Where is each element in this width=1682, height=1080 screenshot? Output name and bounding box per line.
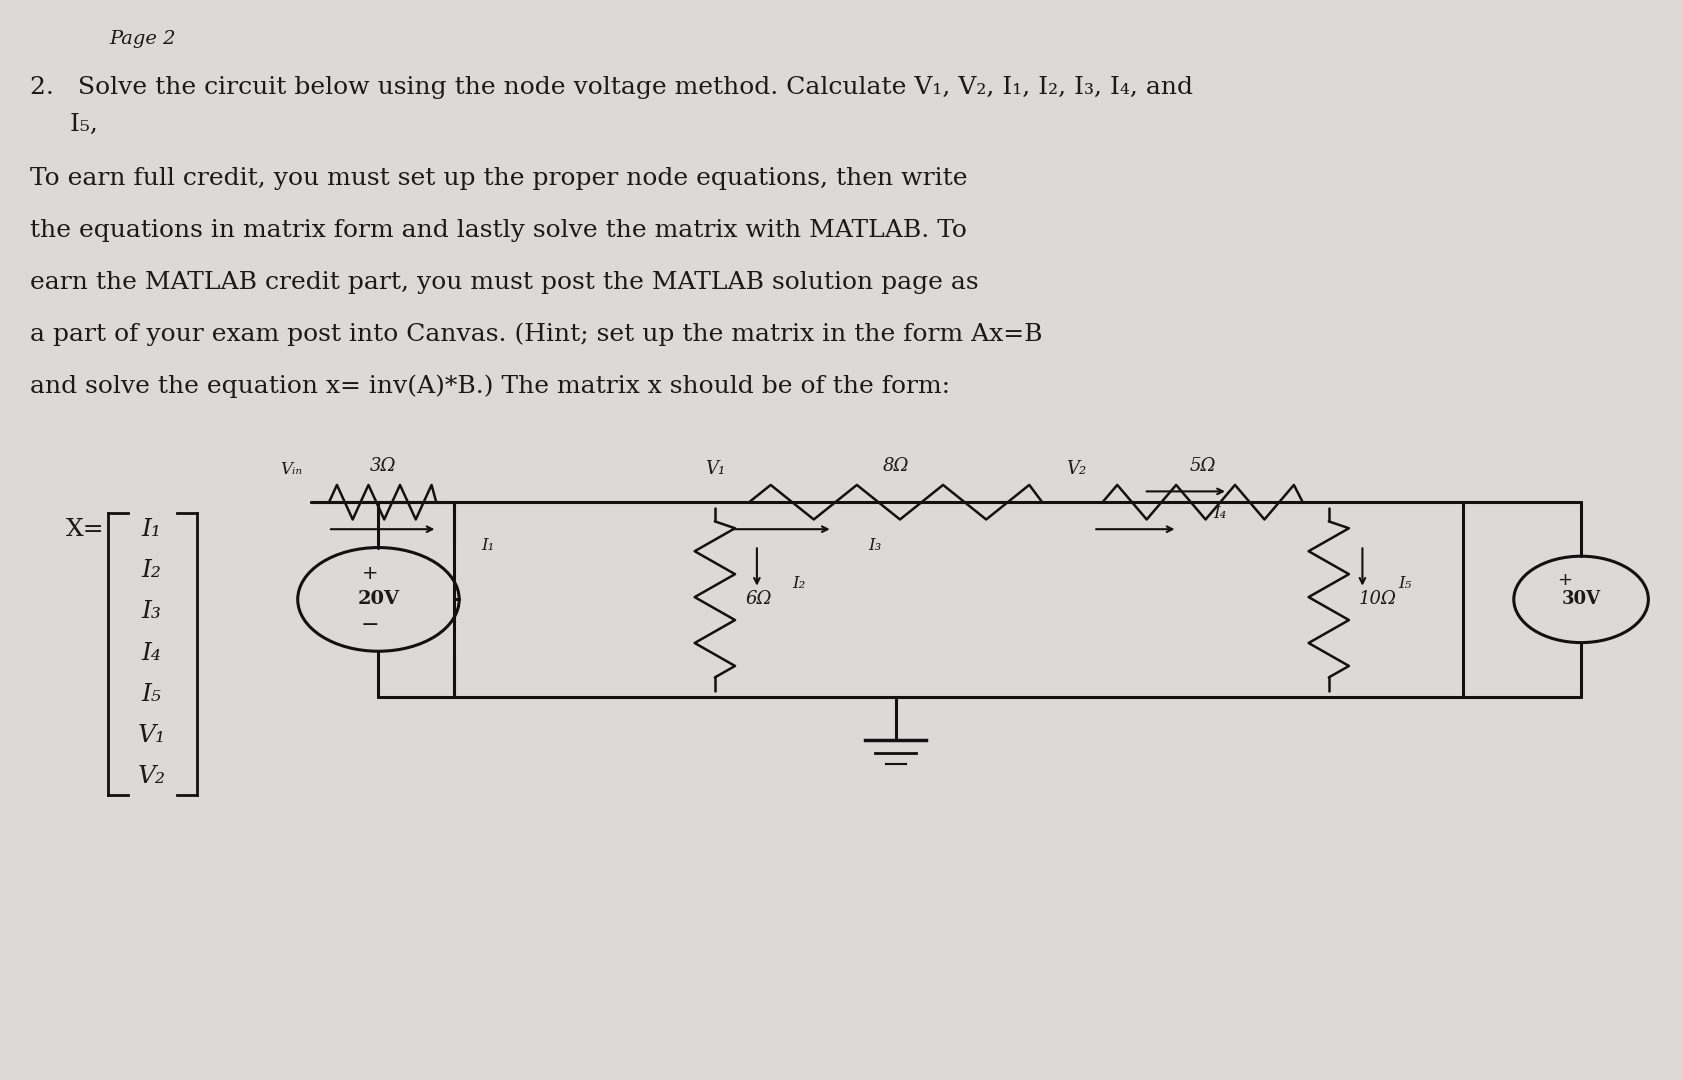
Text: earn the MATLAB credit part, you must post the MATLAB solution page as: earn the MATLAB credit part, you must po… (30, 271, 979, 294)
Text: I₄: I₄ (141, 642, 161, 664)
Text: I₅,: I₅, (30, 113, 98, 136)
Text: I₁: I₁ (141, 518, 161, 541)
Text: 6Ω: 6Ω (745, 591, 772, 608)
Text: I₅: I₅ (141, 683, 161, 705)
Text: 8Ω: 8Ω (883, 457, 908, 475)
Text: 2.   Solve the circuit below using the node voltage method. Calculate V₁, V₂, I₁: 2. Solve the circuit below using the nod… (30, 76, 1193, 98)
Text: I₂: I₂ (141, 559, 161, 582)
Text: I₂: I₂ (792, 575, 806, 592)
Text: the equations in matrix form and lastly solve the matrix with MATLAB. To: the equations in matrix form and lastly … (30, 219, 967, 242)
Text: 20V: 20V (357, 591, 400, 608)
Text: V₁: V₁ (705, 460, 725, 478)
Text: +: + (362, 564, 378, 583)
Text: and solve the equation x= inv(A)*B.) The matrix x should be of the form:: and solve the equation x= inv(A)*B.) The… (30, 375, 950, 399)
Text: I₃: I₃ (141, 600, 161, 623)
Text: V₂: V₂ (1066, 460, 1087, 478)
Text: I₄: I₄ (1213, 504, 1226, 522)
Text: 30V: 30V (1561, 591, 1601, 608)
Text: Page 2: Page 2 (109, 30, 177, 49)
Text: To earn full credit, you must set up the proper node equations, then write: To earn full credit, you must set up the… (30, 167, 967, 190)
Text: I₃: I₃ (868, 537, 881, 554)
Text: X=: X= (66, 518, 104, 541)
Text: 5Ω: 5Ω (1189, 457, 1216, 475)
Text: V₂: V₂ (138, 765, 165, 787)
Text: I₁: I₁ (481, 537, 495, 554)
Text: 10Ω: 10Ω (1359, 591, 1398, 608)
Text: +: + (1558, 571, 1571, 589)
Text: I₅: I₅ (1398, 575, 1411, 592)
Text: 3Ω: 3Ω (370, 457, 395, 475)
Text: V₁: V₁ (138, 724, 165, 746)
Text: −: − (360, 616, 380, 635)
Text: Vᵢₙ: Vᵢₙ (281, 461, 303, 478)
Text: a part of your exam post into Canvas. (Hint; set up the matrix in the form Ax=B: a part of your exam post into Canvas. (H… (30, 323, 1043, 347)
